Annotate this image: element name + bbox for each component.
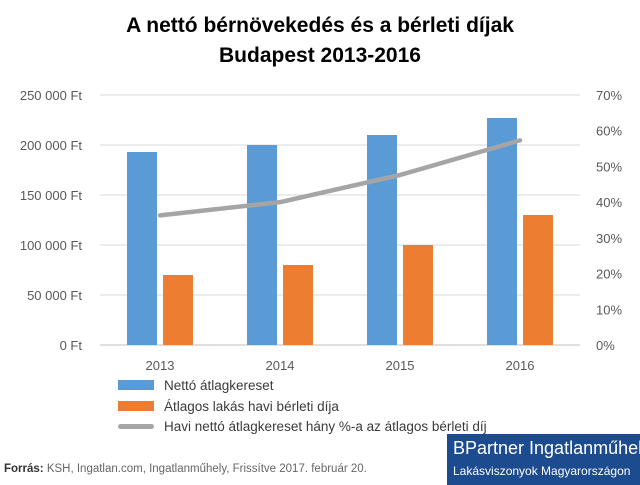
brand-tagline: Lakásviszonyok Magyarországon — [453, 464, 631, 478]
y-left-tick-label: 50 000 Ft — [27, 288, 82, 303]
legend-label-ratio: Havi nettó átlagkereset hány %-a az átla… — [164, 418, 487, 434]
bar-salary — [487, 118, 517, 345]
bar-salary — [127, 152, 157, 345]
source-label: Forrás: — [4, 463, 44, 475]
legend-item-salary: Nettó átlagkereset — [118, 376, 274, 394]
bar-salary — [367, 135, 397, 345]
y-left-tick-label: 100 000 Ft — [20, 238, 83, 253]
y-right-tick-label: 60% — [596, 124, 622, 139]
y-left-tick-label: 250 000 Ft — [20, 88, 83, 103]
legend-item-ratio: Havi nettó átlagkereset hány %-a az átla… — [118, 417, 487, 435]
chart-title-line1: A nettó bérnövekedés és a bérleti díjak — [126, 14, 514, 37]
bar-salary — [247, 145, 277, 345]
x-tick-label: 2013 — [146, 358, 175, 373]
y-right-tick-label: 10% — [596, 302, 622, 317]
bar-rent — [403, 245, 433, 345]
source-text: KSH, Ingatlan.com, Ingatlanműhely, Friss… — [43, 463, 367, 475]
y-left-tick-label: 200 000 Ft — [20, 138, 83, 153]
y-right-tick-label: 0% — [596, 338, 615, 353]
legend-label-salary: Nettó átlagkereset — [164, 377, 274, 393]
y-left-tick-label: 150 000 Ft — [20, 188, 83, 203]
y-right-tick-label: 50% — [596, 159, 622, 174]
y-right-tick-label: 70% — [596, 88, 622, 103]
y-left-tick-label: 0 Ft — [60, 338, 83, 353]
y-right-tick-label: 30% — [596, 231, 622, 246]
legend-item-rent: Átlagos lakás havi bérleti díja — [118, 397, 339, 415]
legend-swatch-salary — [118, 380, 154, 390]
legend-label-rent: Átlagos lakás havi bérleti díja — [164, 398, 339, 414]
brand-logo: BPartner Ingatlanműhely Lakásviszonyok M… — [447, 434, 640, 485]
ratio-line — [157, 138, 523, 218]
legend-swatch-ratio — [118, 423, 154, 429]
y-right-tick-label: 20% — [596, 267, 622, 282]
chart-title-line2: Budapest 2013-2016 — [219, 44, 421, 67]
x-tick-label: 2016 — [506, 358, 535, 373]
legend-swatch-rent — [118, 401, 154, 411]
y-right-tick-label: 40% — [596, 195, 622, 210]
x-tick-label: 2014 — [266, 358, 295, 373]
bar-rent — [283, 265, 313, 345]
bar-rent — [523, 215, 553, 345]
source-note: Forrás: KSH, Ingatlan.com, Ingatlanműhel… — [4, 463, 367, 475]
brand-name: BPartner Ingatlanműhely — [453, 438, 640, 458]
bar-rent — [163, 275, 193, 345]
x-tick-label: 2015 — [386, 358, 415, 373]
